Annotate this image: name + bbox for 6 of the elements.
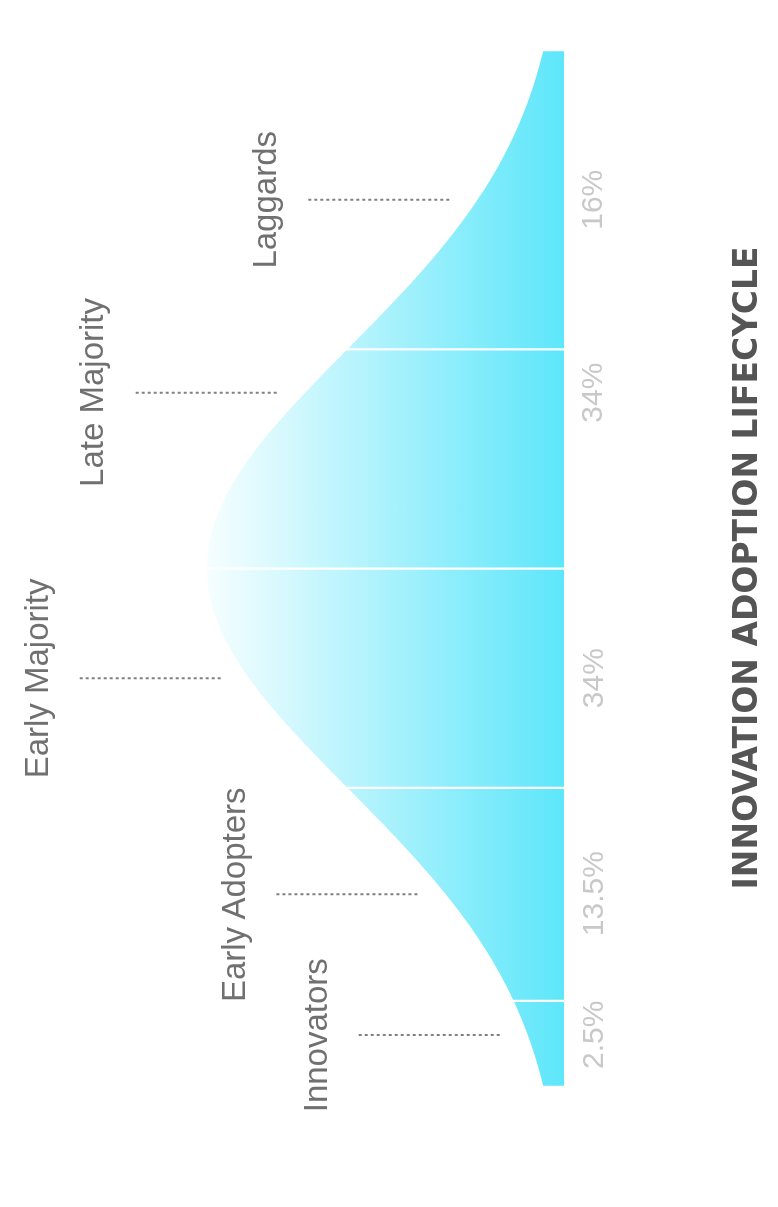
category-label: Innovators (297, 958, 335, 1113)
category-label: Late Majority (73, 297, 111, 487)
category-label: Early Majority (18, 577, 56, 779)
category-label: Laggards (246, 130, 283, 269)
text: INNOVATION ADOPTION LIFECYCLE (725, 246, 765, 890)
category-label: Early Adopters (214, 787, 252, 1003)
